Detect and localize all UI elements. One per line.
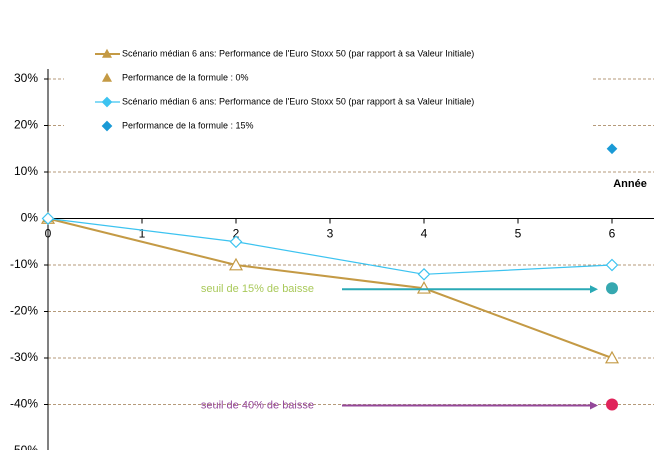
x-tick-label: 1	[139, 227, 146, 241]
data-point	[229, 235, 243, 249]
legend-label: Scénario médian 6 ans: Performance de l'…	[122, 48, 474, 58]
data-point	[417, 267, 431, 281]
y-tick-label: 10%	[14, 164, 38, 178]
y-tick-label: 0%	[21, 211, 39, 225]
arrow-head	[590, 401, 598, 410]
series-line	[47, 217, 613, 275]
x-tick-label: 2	[233, 227, 240, 241]
threshold-dot	[606, 398, 618, 411]
series-line	[47, 217, 613, 359]
data-point	[604, 350, 620, 364]
legend-marker	[101, 48, 113, 58]
threshold-dot	[606, 282, 618, 295]
data-point	[228, 257, 244, 271]
legend-marker	[101, 72, 113, 82]
legend-marker	[101, 120, 113, 132]
x-tick-label: 6	[609, 227, 616, 241]
x-tick-label: 5	[515, 227, 522, 241]
y-tick-label: -30%	[10, 350, 38, 364]
x-tick-label: 3	[327, 227, 334, 241]
legend-label: Performance de la formule : 15%	[122, 120, 254, 130]
y-tick-label: 20%	[14, 118, 38, 132]
threshold-label: seuil de 40% de baisse	[201, 399, 314, 411]
threshold-label: seuil de 15% de baisse	[201, 283, 314, 295]
arrow-head	[590, 285, 598, 294]
legend-bg	[64, 42, 592, 136]
y-tick-label: -40%	[10, 397, 38, 411]
x-tick-label: 0	[45, 227, 52, 241]
y-tick-label: 30%	[14, 71, 38, 85]
y-tick-label: -10%	[10, 257, 38, 271]
data-point	[416, 281, 432, 294]
x-tick-label: 4	[421, 227, 428, 241]
data-point	[606, 143, 618, 155]
y-tick-label: -50%	[10, 443, 38, 450]
legend-label: Scénario médian 6 ans: Performance de l'…	[122, 96, 474, 106]
legend-label: Performance de la formule : 0%	[122, 72, 249, 82]
x-axis-label: Année	[613, 178, 647, 190]
legend-marker	[101, 96, 113, 108]
data-point	[41, 212, 55, 225]
y-tick-label: -20%	[10, 304, 38, 318]
data-point	[605, 258, 619, 272]
